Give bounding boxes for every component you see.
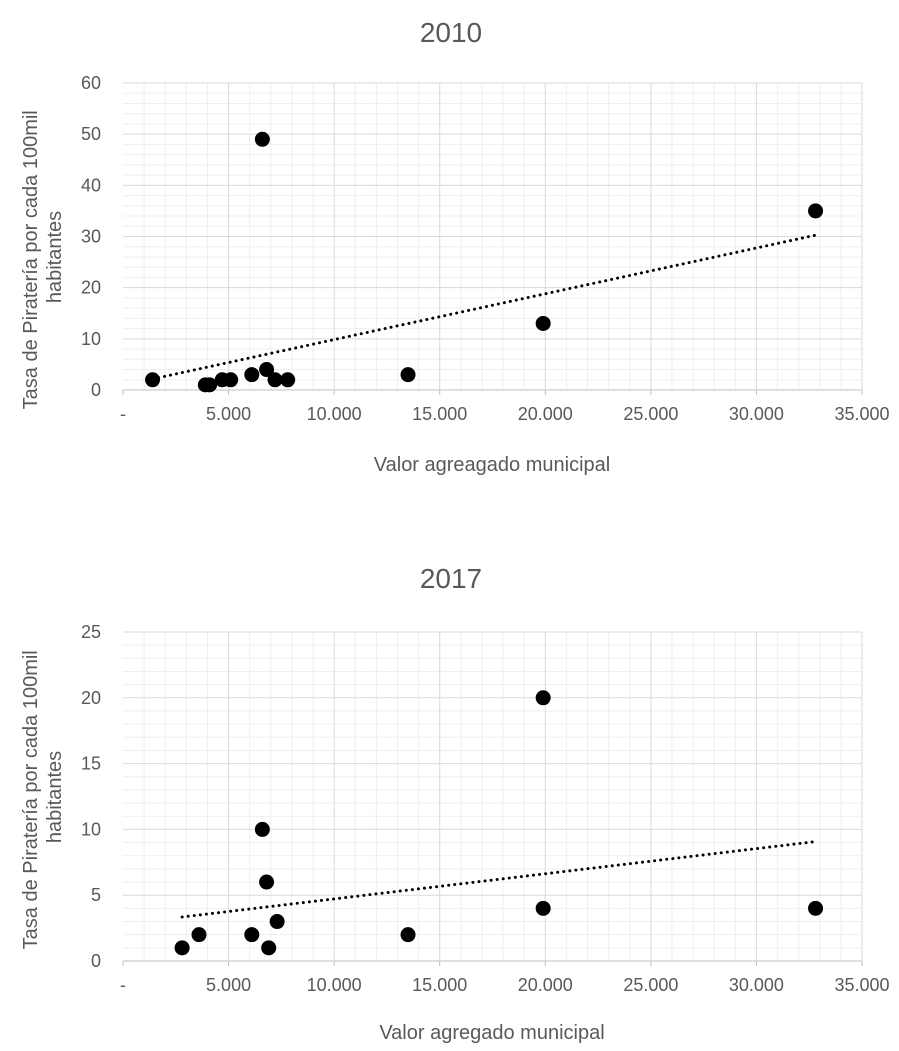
x-axis-ticks: - 5.000 10.000 15.000 20.000 25.000 30.000 35.0…: [120, 961, 890, 995]
y-tick-label: 5: [91, 885, 101, 905]
y-axis-label: Tasa de Piratería por cada 100mil habita…: [20, 105, 66, 410]
data-point: [400, 367, 416, 383]
x-tick-label: 5.000: [206, 975, 251, 995]
data-point: [145, 372, 161, 388]
y-tick-label: 50: [81, 124, 101, 144]
y-axis-label-line-2: habitantes: [44, 211, 66, 303]
chart-title: 2010: [420, 17, 482, 48]
y-tick-label: 20: [81, 278, 101, 298]
x-tick-label: 25.000: [623, 404, 678, 424]
major-grid: [123, 631, 863, 962]
data-point: [254, 821, 270, 837]
data-point: [244, 367, 260, 383]
x-axis-ticks: - 5.000 10.000 15.000 20.000 25.000 30.000 35.0…: [120, 390, 890, 424]
trendline: [180, 840, 818, 919]
major-grid: [123, 82, 863, 391]
x-tick-label: 25.000: [623, 975, 678, 995]
data-points: [145, 131, 824, 393]
y-axis-ticks: 0 5 10 15 20 25: [81, 622, 101, 971]
y-tick-label: 20: [81, 688, 101, 708]
data-point: [535, 315, 551, 331]
data-point: [223, 372, 239, 388]
x-tick-label: 10.000: [307, 404, 362, 424]
y-tick-label: 0: [91, 951, 101, 971]
x-tick-label: 20.000: [518, 975, 573, 995]
y-tick-label: 0: [91, 380, 101, 400]
x-tick-label: 30.000: [729, 404, 784, 424]
data-point: [280, 372, 296, 388]
y-axis-label-line-2: habitantes: [44, 751, 66, 843]
x-axis-label: Valor agreagado municipal: [374, 454, 610, 476]
minor-grid: [123, 632, 862, 961]
y-tick-label: 10: [81, 329, 101, 349]
data-point: [535, 690, 551, 706]
x-tick-label: 10.000: [307, 975, 362, 995]
data-point: [244, 927, 260, 943]
data-point: [400, 927, 416, 943]
x-tick-label: 15.000: [412, 404, 467, 424]
data-point: [254, 131, 270, 147]
x-tick-label: 35.000: [834, 975, 889, 995]
y-tick-label: 15: [81, 754, 101, 774]
y-tick-label: 25: [81, 622, 101, 642]
data-point: [808, 900, 824, 916]
y-axis-label-line-1: Tasa de Piratería por cada 100mil: [20, 110, 42, 409]
data-point: [191, 927, 207, 943]
chart-2010: 2010 0 10 20 30 40 50 60 - 5.000 10.000 15.000 20.…: [20, 17, 890, 476]
data-point: [269, 914, 285, 930]
data-points: [174, 690, 824, 956]
data-point: [259, 874, 275, 890]
y-axis-label-line-1: Tasa de Piratería por cada 100mil: [20, 650, 42, 949]
y-tick-label: 60: [81, 73, 101, 93]
x-tick-label: 35.000: [834, 404, 889, 424]
data-point: [535, 900, 551, 916]
x-tick-label: -: [120, 975, 126, 995]
data-point: [174, 940, 190, 956]
y-tick-label: 10: [81, 819, 101, 839]
x-tick-label: 30.000: [729, 975, 784, 995]
data-point: [259, 362, 275, 378]
y-tick-label: 40: [81, 175, 101, 195]
x-tick-label: 5.000: [206, 404, 251, 424]
y-axis-ticks: 0 10 20 30 40 50 60: [81, 73, 101, 400]
data-point: [267, 372, 283, 388]
trendline-line: [180, 840, 818, 919]
data-point: [808, 203, 824, 219]
data-point: [202, 377, 218, 393]
chart-2017: 2017 0 5 10 15 20 25 - 5.000 10.000 15.000 20.000…: [20, 563, 890, 1044]
x-tick-label: 20.000: [518, 404, 573, 424]
x-axis-label: Valor agregado municipal: [379, 1022, 604, 1044]
data-point: [261, 940, 277, 956]
x-tick-label: 15.000: [412, 975, 467, 995]
y-tick-label: 30: [81, 227, 101, 247]
x-tick-label: -: [120, 404, 126, 424]
chart-title: 2017: [420, 563, 482, 594]
y-axis-label: Tasa de Piratería por cada 100mil habita…: [20, 645, 66, 950]
